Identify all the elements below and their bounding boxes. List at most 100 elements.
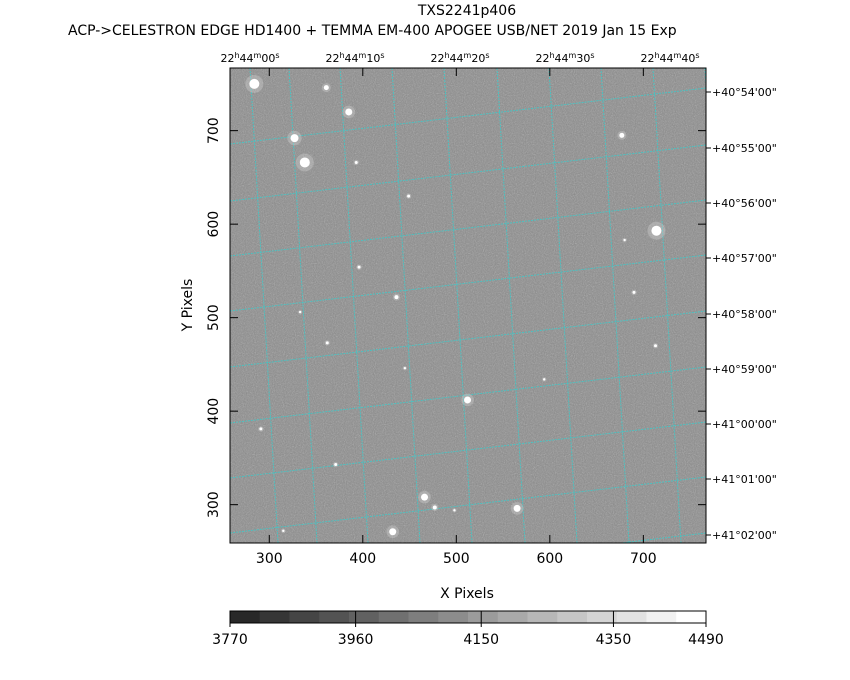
- colorbar-segment: [289, 611, 320, 623]
- x-tick-label: 700: [630, 551, 657, 567]
- colorbar-segment: [378, 611, 409, 623]
- dec-label: +40°57'00": [712, 252, 777, 265]
- colorbar-segment: [349, 611, 380, 623]
- y-tick-label: 400: [206, 398, 222, 425]
- star: [249, 78, 260, 89]
- dec-grid-line: [230, 199, 706, 257]
- dec-label: +40°56'00": [712, 197, 777, 210]
- star: [513, 504, 521, 512]
- y-axis: 300 400 500 600 700: [206, 117, 706, 518]
- ra-grid-line: [443, 68, 473, 543]
- dec-grid-line: [230, 87, 706, 145]
- colorbar-segment: [438, 611, 469, 623]
- ra-label: 22h44m00s: [220, 51, 279, 65]
- star: [325, 341, 329, 345]
- colorbar-segment: [587, 611, 618, 623]
- star: [619, 132, 625, 138]
- ra-grid-line: [391, 68, 421, 543]
- star: [654, 344, 658, 348]
- dec-grid-line: [230, 421, 706, 479]
- ra-grid-line: [249, 68, 279, 543]
- y-tick-label: 500: [206, 304, 222, 331]
- ra-grid-line: [548, 68, 578, 543]
- stars: [245, 74, 666, 539]
- colorbar-tick-label: 4350: [596, 632, 632, 648]
- ra-grid-line: [496, 68, 526, 543]
- colorbar-segment: [319, 611, 350, 623]
- dec-grid-line: [230, 310, 706, 368]
- star: [389, 528, 397, 536]
- y-tick-label: 300: [206, 491, 222, 518]
- star: [298, 310, 302, 314]
- plot-frame: [229, 67, 707, 544]
- colorbar-tick-label: 3960: [338, 632, 374, 648]
- star: [323, 85, 329, 91]
- dec-label: +41°01'00": [712, 473, 777, 486]
- star: [354, 160, 358, 164]
- dec-label: +41°02'00": [712, 529, 777, 542]
- star: [345, 108, 353, 116]
- dec-axis: +40°54'00" +40°55'00" +40°56'00" +40°57'00"…: [706, 86, 777, 542]
- star: [453, 509, 456, 512]
- ra-grid-line: [652, 68, 682, 543]
- chart-title: TXS2241p406: [417, 3, 516, 19]
- sky-image: [230, 68, 706, 543]
- x-tick-label: 300: [256, 551, 283, 567]
- dec-grid-line: [616, 532, 706, 543]
- star: [407, 194, 411, 198]
- ra-grid-line: [600, 68, 630, 543]
- dec-label: +40°59'00": [712, 363, 777, 376]
- ra-grid-line: [704, 68, 706, 94]
- colorbar-segment: [676, 611, 707, 623]
- star: [632, 290, 636, 294]
- y-axis-label: Y Pixels: [180, 279, 196, 333]
- colorbar-tick-label: 3770: [212, 632, 248, 648]
- colorbar: 3770 3960 4150 4350 4490: [212, 610, 724, 648]
- ra-grid-line: [288, 68, 318, 543]
- dec-label: +40°58'00": [712, 308, 777, 321]
- colorbar-tick-label: 4150: [463, 632, 499, 648]
- x-axis: 300 400 500 600 700: [256, 68, 657, 567]
- ra-grid-line: [339, 68, 369, 543]
- colorbar-segment: [408, 611, 439, 623]
- y-tick-label: 700: [206, 117, 222, 144]
- star: [357, 265, 361, 269]
- dec-grid-line: [230, 144, 706, 202]
- star: [299, 157, 310, 168]
- colorbar-segment: [557, 611, 588, 623]
- star: [623, 238, 626, 242]
- colorbar-segment: [497, 611, 528, 623]
- star: [282, 529, 285, 533]
- star: [421, 493, 429, 501]
- ra-axis: 22h44m00s 22h44m10s 22h44m20s 22h44m30s 22h4…: [220, 51, 699, 65]
- star: [403, 366, 407, 370]
- ra-label: 22h44m30s: [535, 51, 594, 65]
- colorbar-segment: [230, 611, 261, 623]
- ra-label: 22h44m20s: [430, 51, 489, 65]
- x-tick-label: 500: [443, 551, 470, 567]
- dec-label: +40°54'00": [712, 86, 777, 99]
- x-tick-label: 600: [536, 551, 563, 567]
- star: [394, 295, 399, 300]
- colorbar-segment: [259, 611, 290, 623]
- star: [290, 134, 299, 143]
- star: [543, 378, 546, 381]
- star: [651, 225, 662, 236]
- colorbar-segment: [527, 611, 558, 623]
- ra-label: 22h44m10s: [325, 51, 384, 65]
- ra-label: 22h44m40s: [640, 51, 699, 65]
- colorbar-segment: [646, 611, 677, 623]
- colorbar-segment: [616, 611, 647, 623]
- dec-label: +40°55'00": [712, 142, 777, 155]
- x-axis-label: X Pixels: [440, 586, 494, 602]
- colorbar-tick-label: 4490: [688, 632, 724, 648]
- chart-subtitle: ACP->CELESTRON EDGE HD1400 + TEMMA EM-40…: [68, 23, 677, 39]
- x-tick-label: 400: [349, 551, 376, 567]
- colorbar-segment: [468, 611, 499, 623]
- star: [464, 396, 472, 404]
- y-tick-label: 600: [206, 211, 222, 238]
- dec-grid-line: [230, 254, 706, 312]
- image-noise: [230, 68, 706, 543]
- dec-grid-line: [230, 476, 706, 534]
